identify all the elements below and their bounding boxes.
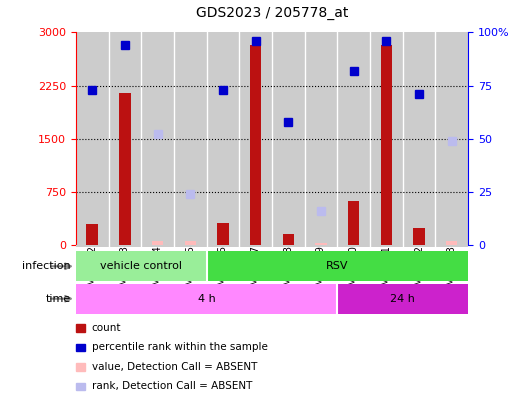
- Text: GSM76398: GSM76398: [283, 245, 293, 298]
- Bar: [174, 32, 207, 245]
- Bar: [119, 93, 131, 245]
- Text: GSM76396: GSM76396: [218, 245, 228, 298]
- Text: 4 h: 4 h: [198, 294, 215, 304]
- Text: GSM76392: GSM76392: [87, 245, 97, 298]
- Bar: [109, 32, 141, 245]
- Text: GSM76401: GSM76401: [381, 245, 391, 298]
- Text: GSM76402: GSM76402: [414, 245, 424, 298]
- Text: GSM76399: GSM76399: [316, 245, 326, 298]
- Bar: [272, 245, 304, 247]
- Bar: [76, 245, 109, 247]
- Bar: [315, 243, 327, 245]
- Bar: [337, 245, 370, 247]
- Bar: [76, 284, 337, 314]
- Bar: [86, 224, 98, 245]
- Bar: [76, 32, 109, 245]
- Bar: [348, 201, 359, 245]
- Text: GSM76400: GSM76400: [349, 245, 359, 298]
- Bar: [370, 245, 403, 247]
- Text: rank, Detection Call = ABSENT: rank, Detection Call = ABSENT: [92, 382, 252, 391]
- Text: RSV: RSV: [326, 261, 349, 271]
- Text: time: time: [46, 294, 71, 304]
- Text: GSM76403: GSM76403: [447, 245, 457, 298]
- Bar: [109, 245, 141, 247]
- Text: value, Detection Call = ABSENT: value, Detection Call = ABSENT: [92, 362, 257, 372]
- Text: GSM76397: GSM76397: [251, 245, 260, 298]
- Bar: [381, 45, 392, 245]
- Bar: [207, 32, 240, 245]
- Text: GSM76395: GSM76395: [185, 245, 195, 298]
- Bar: [239, 245, 272, 247]
- Bar: [403, 245, 435, 247]
- Bar: [272, 32, 304, 245]
- Bar: [207, 251, 468, 281]
- Bar: [174, 245, 207, 247]
- Bar: [152, 241, 163, 245]
- Bar: [435, 245, 468, 247]
- Bar: [141, 245, 174, 247]
- Text: vehicle control: vehicle control: [100, 261, 182, 271]
- Text: GSM76394: GSM76394: [153, 245, 163, 298]
- Text: GSM76393: GSM76393: [120, 245, 130, 298]
- Bar: [370, 32, 403, 245]
- Bar: [240, 32, 272, 245]
- Text: infection: infection: [22, 261, 71, 271]
- Bar: [304, 32, 337, 245]
- Bar: [141, 32, 174, 245]
- Bar: [435, 32, 468, 245]
- Bar: [446, 241, 458, 245]
- Bar: [250, 45, 262, 245]
- Bar: [403, 32, 435, 245]
- Bar: [207, 245, 239, 247]
- Bar: [337, 32, 370, 245]
- Text: percentile rank within the sample: percentile rank within the sample: [92, 343, 267, 352]
- Bar: [304, 245, 337, 247]
- Bar: [413, 228, 425, 245]
- Text: 24 h: 24 h: [390, 294, 415, 304]
- Bar: [282, 234, 294, 245]
- Text: GDS2023 / 205778_at: GDS2023 / 205778_at: [196, 6, 348, 20]
- Text: count: count: [92, 323, 121, 333]
- Bar: [76, 251, 207, 281]
- Bar: [185, 241, 196, 245]
- Bar: [337, 284, 468, 314]
- Bar: [217, 223, 229, 245]
